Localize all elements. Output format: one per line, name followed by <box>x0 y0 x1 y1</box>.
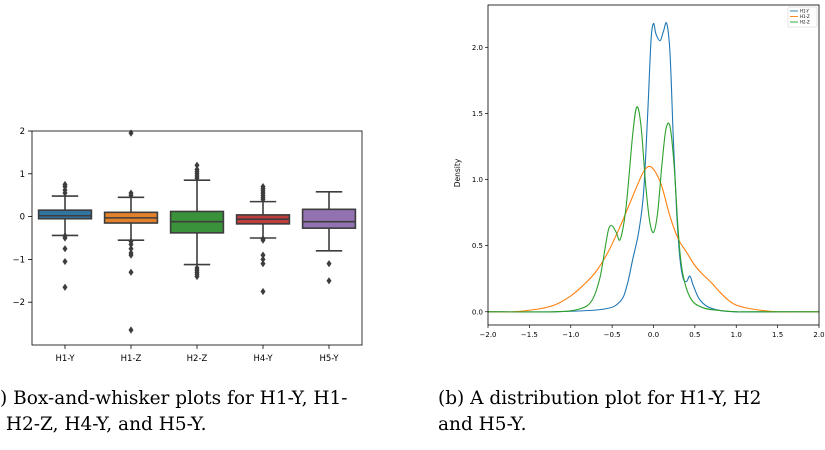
density-line-H2-Z <box>487 106 819 313</box>
box-plot-chart: H1-Y H1-Z H2-Z H4-Y H5-Y −2 −1 0 1 2 <box>12 127 363 364</box>
outlier-H4-Y-12 <box>260 287 266 296</box>
outlier-H1-Y-7 <box>62 257 68 266</box>
legend-label-H2-Z: H2-Z <box>800 20 810 25</box>
y-tick-label-1: 1 <box>20 170 25 180</box>
x-tick-label-H5-Y: H5-Y <box>319 354 339 364</box>
outlier-H4-Y-8 <box>260 236 266 244</box>
outlier-H1-Y-6 <box>62 245 68 253</box>
density-line-H1-Y <box>487 22 819 313</box>
outlier-H1-Z-3 <box>128 240 134 249</box>
y-tick-label-0: 0 <box>20 213 25 223</box>
caption-a: ) Box-and-whisker plots for H1-Y, H1- H2… <box>0 386 348 438</box>
x-tick-label-H1-Y: H1-Y <box>55 354 75 364</box>
outlier-H4-Y-6 <box>260 183 266 191</box>
caption-a-line-1: ) Box-and-whisker plots for H1-Y, H1- <box>0 388 348 409</box>
plot-frame <box>31 130 363 346</box>
plot-frame <box>487 4 820 326</box>
x-tick-label--2: −2.0 <box>480 331 497 339</box>
outlier-H1-Z-9 <box>128 326 134 334</box>
density-plot-panel: −2.0 −1.5 −1.0 −0.5 0.0 0.5 1.0 1.5 2.0 0.0 0.5 1.0… <box>412 0 825 450</box>
box-H5-Y <box>301 208 357 229</box>
x-tick-label-0: 0.0 <box>648 331 659 339</box>
outlier-H1-Y-5 <box>62 234 68 242</box>
x-tick-label--1.5: −1.5 <box>521 331 538 339</box>
legend: H1-YH1-ZH2-Z <box>787 6 818 28</box>
x-tick-label-H1-Z: H1-Z <box>121 354 142 364</box>
outlier-H1-Z-4 <box>128 245 134 253</box>
x-tick-label-H2-Z: H2-Z <box>187 354 208 364</box>
x-tick-label--1: −1.0 <box>562 331 579 339</box>
x-tick-label-1.5: 1.5 <box>772 331 783 339</box>
caption-a-line-2: H2-Z, H4-Y, and H5-Y. <box>0 414 207 435</box>
y-tick-label-0.5: 0.5 <box>472 242 483 250</box>
outlier-H2-Z-4 <box>194 165 200 174</box>
outlier-H1-Y-3 <box>62 180 68 189</box>
outlier-H1-Z-6 <box>128 251 134 259</box>
caption-b: (b) A distribution plot for H1-Y, H2 and … <box>438 386 761 438</box>
legend-label-H1-Z: H1-Z <box>800 14 810 19</box>
box-plot-panel: H1-Y H1-Z H2-Z H4-Y H5-Y −2 −1 0 1 2 ) Box-and-wh… <box>0 0 400 450</box>
density-plot-chart: −2.0 −1.5 −1.0 −0.5 0.0 0.5 1.0 1.5 2.0 0.0 0.5 1.0… <box>453 4 825 339</box>
legend-label-H1-Y: H1-Y <box>800 9 810 14</box>
caption-b-line-2: and H5-Y. <box>438 414 527 435</box>
caption-b-line-1: (b) A distribution plot for H1-Y, H2 <box>438 388 762 409</box>
outlier-H2-Z-5 <box>194 161 200 169</box>
outlier-H4-Y-9 <box>260 251 266 259</box>
y-tick-label--1: −1 <box>12 255 25 265</box>
x-tick-label-1: 1.0 <box>731 331 742 339</box>
x-tick-label-2: 2.0 <box>813 331 824 339</box>
outlier-H5-Y-0 <box>326 260 332 268</box>
outlier-H2-Z-10 <box>194 272 200 281</box>
y-tick-label-0: 0.0 <box>472 308 483 316</box>
x-tick-label-0.5: 0.5 <box>689 331 700 339</box>
density-line-H1-Z <box>487 165 819 313</box>
outlier-H4-Y-10 <box>260 255 266 263</box>
outlier-H1-Z-8 <box>128 129 134 137</box>
outlier-H4-Y-11 <box>260 260 266 268</box>
box-H1-Y <box>37 209 93 220</box>
x-tick-label--0.5: −0.5 <box>604 331 621 339</box>
outlier-H1-Y-8 <box>62 283 68 291</box>
y-axis-label: Density <box>453 158 462 187</box>
x-tick-label-H4-Y: H4-Y <box>253 354 273 364</box>
y-tick-label-2: 2.0 <box>472 44 483 52</box>
outlier-H1-Z-7 <box>128 268 134 276</box>
y-tick-label-2: 2 <box>20 127 25 137</box>
outlier-H1-Z-1 <box>128 189 134 197</box>
outlier-H5-Y-1 <box>326 277 332 285</box>
y-tick-label-1: 1.0 <box>472 176 483 184</box>
y-tick-label--2: −2 <box>12 298 25 308</box>
y-tick-label-1.5: 1.5 <box>472 110 483 118</box>
